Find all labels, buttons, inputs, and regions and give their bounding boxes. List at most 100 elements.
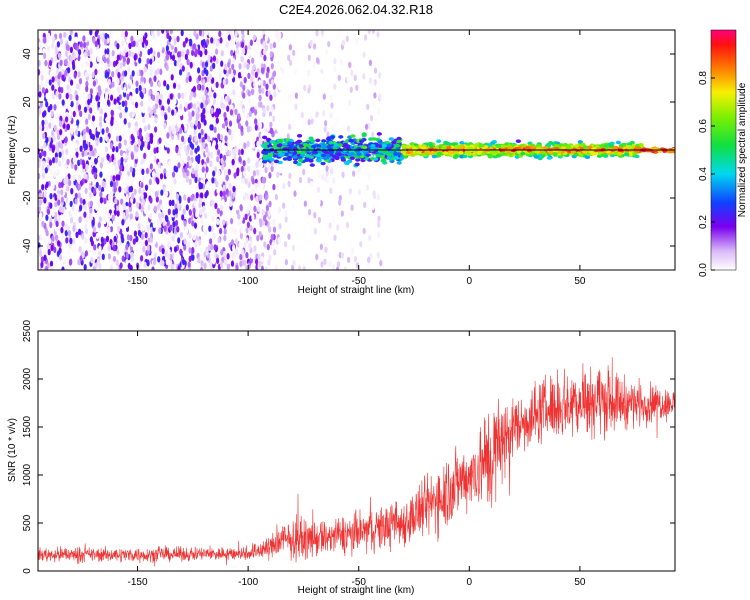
spectrogram-cell — [92, 128, 96, 136]
spectrogram-cell — [74, 142, 78, 149]
spectrogram-cell — [176, 226, 180, 233]
spectrogram-cell — [91, 150, 95, 157]
spectrogram-cell — [214, 111, 218, 118]
spectrogram-cell — [194, 241, 198, 248]
spectrogram-cell — [350, 134, 356, 138]
spectrogram-cell — [161, 30, 165, 34]
spectrogram-cell — [154, 103, 158, 110]
spectrogram-cell — [343, 266, 347, 270]
x-tick-label: -100 — [238, 577, 258, 588]
spectrogram-cell — [228, 67, 232, 75]
spectrogram-cell — [416, 150, 422, 155]
spectrogram-cell — [204, 61, 209, 68]
spectrogram-cell — [174, 134, 178, 142]
spectrogram-cell — [343, 142, 349, 147]
spectrogram-cell — [601, 153, 607, 157]
spectrogram-cell — [338, 199, 342, 206]
spectrogram-cell — [55, 234, 59, 241]
spectrogram-cell — [269, 43, 273, 50]
spectrogram-cell — [92, 80, 96, 87]
spectrogram-cell — [323, 126, 327, 133]
spectrogram-cell — [352, 170, 356, 177]
spectrogram-cell — [152, 50, 156, 57]
spectrogram-cell — [272, 183, 276, 191]
spectrogram-cell — [190, 194, 194, 202]
spectrogram-cell — [338, 135, 344, 139]
spectrogram-cell — [67, 104, 71, 111]
spectrogram-cell — [121, 40, 125, 47]
spectrogram-cell — [321, 193, 325, 201]
spectrogram-cell — [271, 241, 275, 248]
spectrogram-cell — [83, 211, 87, 218]
spectrogram-cell — [273, 249, 277, 256]
spectrogram-cell — [401, 144, 407, 149]
spectrogram-cell — [255, 258, 259, 265]
spectrogram-cell — [170, 263, 174, 270]
spectrogram-cell — [64, 230, 68, 237]
spectrogram-cell — [65, 116, 69, 123]
spectrogram-cell — [246, 126, 250, 133]
spectrogram-cell — [254, 118, 258, 125]
spectrogram-cell — [48, 159, 53, 166]
spectrogram-cell — [61, 266, 65, 270]
spectrogram-cell — [152, 63, 156, 71]
spectrogram-cell — [45, 214, 49, 221]
spectrogram-cell — [436, 151, 443, 156]
spectrogram-cell — [378, 72, 382, 79]
spectrogram-cell — [245, 237, 249, 244]
spectrogram-cell — [144, 184, 149, 191]
spectrogram-cell — [40, 261, 44, 268]
spectrogram-cell — [132, 40, 136, 47]
spectrogram-cell — [211, 199, 215, 206]
spectrogram-cell — [200, 192, 204, 199]
spectrogram-cell — [128, 79, 133, 87]
spectrogram-cell — [69, 258, 73, 265]
spectrogram-cell — [181, 214, 185, 221]
spectrogram-cell — [276, 143, 282, 148]
y-tick-label: -40 — [22, 238, 33, 253]
spectrogram-cell — [125, 194, 129, 201]
spectrogram-cell — [207, 54, 211, 62]
spectrogram-cell — [42, 249, 47, 256]
spectrogram-cell — [113, 159, 117, 166]
spectrogram-cell — [106, 48, 110, 55]
spectrogram-cell — [337, 74, 341, 82]
spectrogram-cell — [83, 106, 88, 113]
spectrogram-cell — [240, 227, 244, 234]
spectrogram-cell — [322, 214, 326, 221]
spectrogram-cell — [115, 135, 120, 142]
spectrogram-cell — [210, 107, 214, 115]
spectrogram-cell — [287, 233, 291, 240]
spectrogram-cell — [72, 138, 76, 146]
spectrogram-cell — [67, 61, 71, 68]
spectrogram-cell — [135, 80, 139, 87]
spectrogram-cell — [58, 86, 62, 93]
spectrogram-cell — [253, 227, 257, 235]
spectrogram-cell — [370, 144, 376, 148]
spectrogram-cell — [258, 218, 263, 225]
spectrogram-cell — [53, 124, 57, 132]
spectrogram-cell — [267, 210, 271, 217]
spectrogram-cell — [428, 151, 434, 156]
spectrogram-cell — [61, 220, 65, 227]
spectrogram-cell — [520, 151, 526, 156]
spectrogram-cell — [76, 203, 80, 211]
spectrogram-cell — [393, 152, 399, 156]
spectrogram-cell — [104, 134, 108, 142]
spectrogram-cell — [95, 95, 99, 102]
spectrogram-cell — [140, 69, 144, 77]
spectrogram-cell — [145, 39, 149, 47]
spectrogram-cell — [145, 167, 150, 175]
spectrogram-cell — [72, 110, 76, 118]
spectrogram-cell — [268, 153, 274, 157]
spectrogram-cell — [117, 71, 121, 79]
spectrogram-cell — [241, 30, 245, 35]
spectrogram-cell — [100, 157, 104, 164]
spectrogram-cell — [195, 114, 199, 121]
spectrogram-cell — [175, 166, 179, 173]
spectrogram-cell — [242, 48, 246, 55]
spectrogram-cell — [207, 244, 211, 251]
spectrogram-cell — [231, 158, 235, 166]
spectrogram-cell — [333, 234, 337, 241]
spectrogram-cell — [329, 94, 333, 102]
